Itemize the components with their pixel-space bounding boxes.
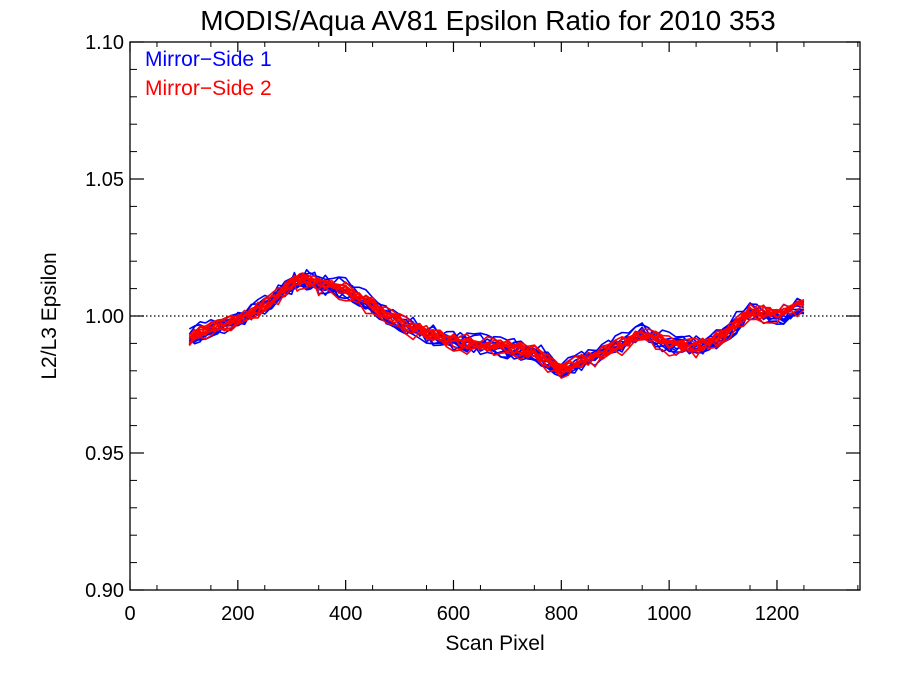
y-tick-label: 1.00 [85,306,124,328]
legend-entry-mirror-side-1: Mirror−Side 1 [145,48,272,71]
series-line-mirror-side-2 [189,275,805,366]
x-axis-title: Scan Pixel [445,632,544,655]
x-tick-label: 600 [437,603,470,625]
legend-entry-mirror-side-2: Mirror−Side 2 [145,77,272,100]
x-tick-label: 1000 [647,603,692,625]
y-axis-title: L2/L3 Epsilon [38,252,61,379]
series-layer [188,268,805,379]
tick-layer: 0 200 400 600 800 1000 1200 0.90 0.95 1.00 1.05 1.1… [85,32,860,625]
x-tick-label: 800 [545,603,578,625]
y-tick-label: 1.05 [85,169,124,191]
chart-title: MODIS/Aqua AV81 Epsilon Ratio for 2010 3… [200,5,775,36]
series-line-mirror-side-2 [189,276,804,376]
legend: Mirror−Side 1 Mirror−Side 2 [145,48,272,100]
x-tick-label: 1200 [755,603,800,625]
series-line-mirror-side-2 [188,283,805,379]
x-tick-label: 400 [329,603,362,625]
y-tick-label: 0.95 [85,443,124,465]
x-tick-label: 200 [221,603,254,625]
y-tick-label: 1.10 [85,32,124,54]
x-tick-label: 0 [124,603,135,625]
y-tick-label: 0.90 [85,580,124,602]
